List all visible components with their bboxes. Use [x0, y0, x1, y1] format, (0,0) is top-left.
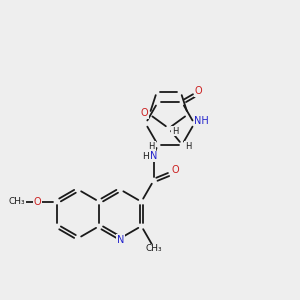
Text: O: O	[171, 165, 178, 175]
Text: H: H	[148, 142, 155, 151]
Text: O: O	[34, 197, 41, 207]
Text: CH₃: CH₃	[145, 244, 162, 253]
Text: NH: NH	[194, 116, 209, 126]
Text: H: H	[142, 152, 148, 161]
Text: CH₃: CH₃	[9, 197, 26, 206]
Text: O: O	[140, 108, 148, 118]
Text: O: O	[195, 86, 202, 96]
Text: H: H	[172, 127, 178, 136]
Text: N: N	[150, 151, 157, 161]
Text: H: H	[185, 142, 191, 151]
Text: N: N	[117, 235, 124, 245]
